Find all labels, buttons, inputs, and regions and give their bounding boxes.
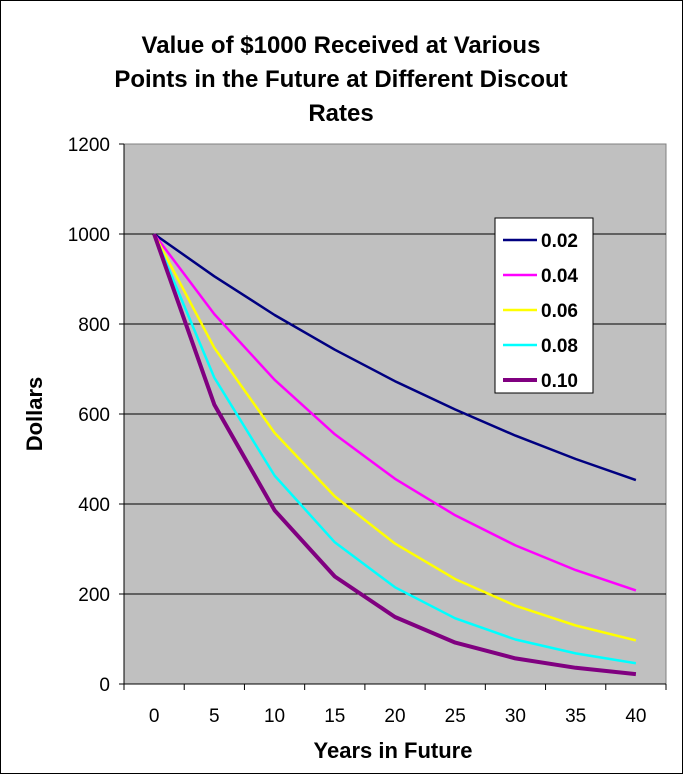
series-line-0.04 (153, 233, 637, 592)
y-axis-title: Dollars (22, 377, 47, 452)
x-tick-label-0: 0 (149, 706, 160, 727)
legend-label-0.02: 0.02 (541, 231, 578, 252)
x-tick-label-5: 5 (209, 706, 220, 727)
legend-label-0.04: 0.04 (541, 266, 578, 287)
y-tick-label-0: 0 (99, 675, 110, 696)
series-line-0.06 (152, 233, 637, 642)
x-tick-label-15: 15 (324, 706, 345, 727)
legend: 0.02 0.04 0.06 0.08 0.10 (494, 217, 594, 394)
x-axis-title: Years in Future (314, 738, 473, 763)
legend-box (494, 217, 594, 394)
x-tick-label-35: 35 (565, 706, 586, 727)
y-tick-label-1200: 1200 (68, 135, 110, 156)
y-tick-label-600: 600 (78, 405, 110, 426)
legend-label-0.10: 0.10 (541, 371, 578, 392)
legend-label-0.06: 0.06 (541, 301, 578, 322)
chart-title-line-3: Rates (308, 100, 373, 127)
x-tick-label-40: 40 (625, 706, 646, 727)
series-line-0.08 (152, 233, 637, 665)
series-line-0.10 (152, 233, 637, 677)
legend-label-0.08: 0.08 (541, 336, 578, 357)
series-lines (152, 232, 637, 677)
series-line-0.02 (153, 232, 637, 482)
y-tick-label-1000: 1000 (68, 225, 110, 246)
x-tick-label-25: 25 (445, 706, 466, 727)
y-tick-label-800: 800 (78, 315, 110, 336)
x-tick-label-10: 10 (264, 706, 285, 727)
chart-title-line-2: Points in the Future at Different Discou… (114, 66, 567, 93)
axes: 0 200 400 600 800 1000 1200 0 5 10 15 20 25 30 35 40 (68, 135, 667, 727)
y-tick-label-200: 200 (78, 585, 110, 606)
x-tick-label-20: 20 (384, 706, 405, 727)
y-tick-label-400: 400 (78, 495, 110, 516)
x-tick-label-30: 30 (505, 706, 526, 727)
chart-title-line-1: Value of $1000 Received at Various (142, 32, 541, 59)
